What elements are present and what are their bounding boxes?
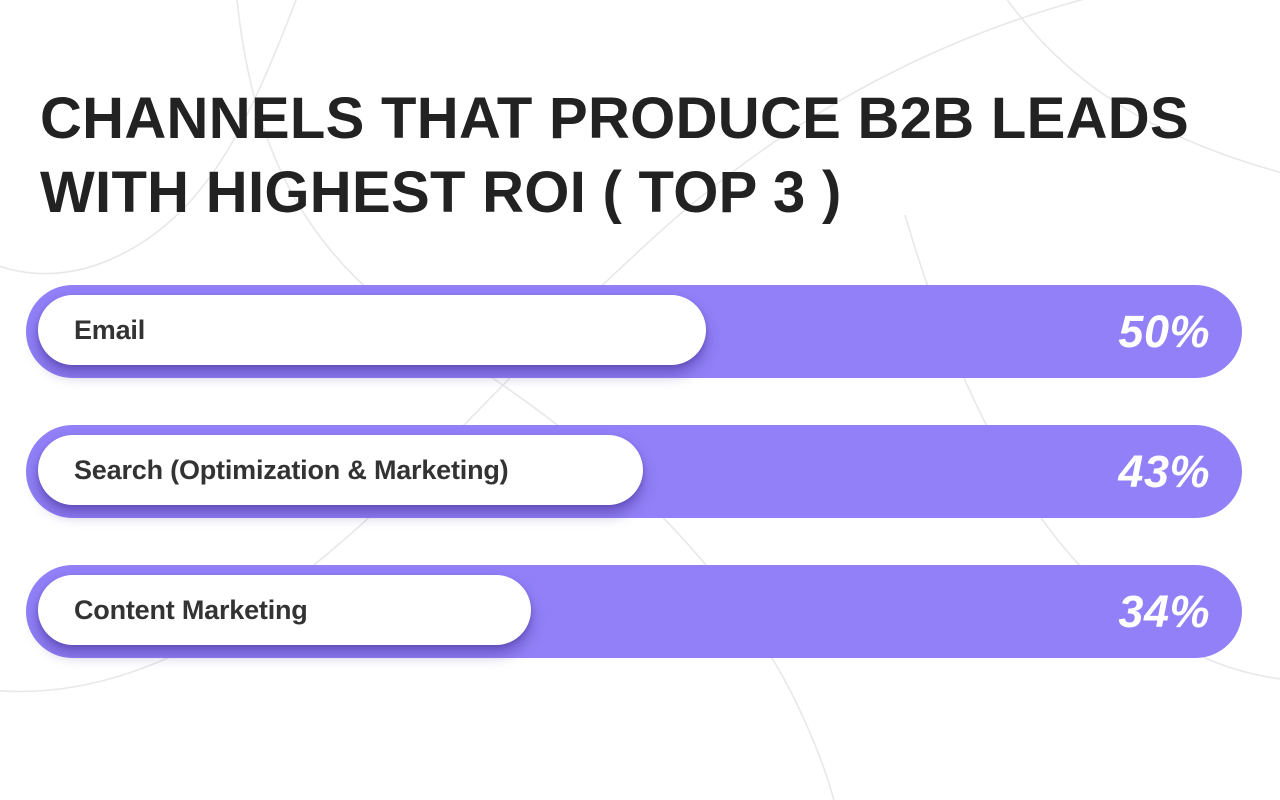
bar-label-pill: Email: [38, 295, 706, 365]
bar-value-label: 43%: [1118, 445, 1210, 497]
bar-category-label: Content Marketing: [74, 594, 308, 625]
bar-value-label: 50%: [1118, 305, 1210, 357]
bar-label-pill: Content Marketing: [38, 575, 531, 645]
bar-chart: Email 50% Search (Optimization & Marketi…: [26, 285, 1242, 658]
chart-title: CHANNELS THAT PRODUCE B2B LEADS WITH HIG…: [40, 82, 1240, 230]
bar-row: Email 50%: [26, 285, 1242, 378]
bar-row: Search (Optimization & Marketing) 43%: [26, 425, 1242, 518]
bar-category-label: Email: [74, 314, 146, 345]
bar-label-pill: Search (Optimization & Marketing): [38, 435, 643, 505]
bar-value-label: 34%: [1118, 585, 1210, 637]
chart-title-line-2: WITH HIGHEST ROI ( TOP 3 ): [40, 160, 842, 225]
bar-category-label: Search (Optimization & Marketing): [74, 454, 509, 485]
bar-row: Content Marketing 34%: [26, 565, 1242, 658]
chart-title-line-1: CHANNELS THAT PRODUCE B2B LEADS: [40, 86, 1189, 151]
